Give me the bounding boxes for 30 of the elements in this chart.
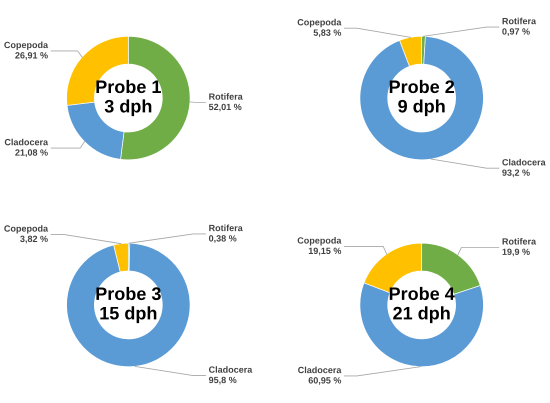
data-label: 0,38 %: [208, 235, 236, 243]
slice-label: Rotifera: [209, 224, 243, 232]
data-label: 95,8 %: [208, 376, 236, 384]
data-label: 60,95 %: [308, 377, 342, 385]
slice-label: Copepoda: [298, 18, 342, 28]
text: Probe 4 21 dph: [390, 286, 455, 324]
data-label: 0,97 %: [502, 28, 530, 36]
data-label: 5,83 %: [314, 29, 342, 38]
text: Probe 1 3 dph: [96, 80, 161, 116]
slice-label: Cladocera: [208, 366, 252, 373]
slice-label: Copepoda: [4, 225, 48, 234]
slice-label: Copepoda: [298, 237, 342, 246]
data-label: 26,91 %: [15, 52, 48, 60]
slice-label: Rotifera: [209, 93, 243, 100]
data-label: 52,01 %: [208, 104, 242, 112]
slice-label: Rotifera: [502, 238, 536, 245]
data-label: 93,2 %: [502, 169, 530, 178]
slice-label: Cladocera: [298, 366, 342, 374]
data-label: 3,82 %: [20, 236, 48, 244]
text: Probe 3 15 dph: [96, 286, 161, 324]
slice-label: Copepoda: [4, 42, 48, 50]
text: Probe 2 9 dph: [390, 80, 454, 116]
data-label: 19,15 %: [308, 248, 342, 256]
data-label: 19,9 %: [502, 248, 530, 256]
donut-slice: [360, 36, 484, 160]
data-label: 21,08 %: [15, 149, 48, 158]
slice-label: Cladocera: [4, 138, 48, 146]
donut-slice: [66, 242, 190, 368]
slice-label: Rotifera: [502, 18, 536, 24]
slice-label: Cladocera: [502, 158, 546, 166]
